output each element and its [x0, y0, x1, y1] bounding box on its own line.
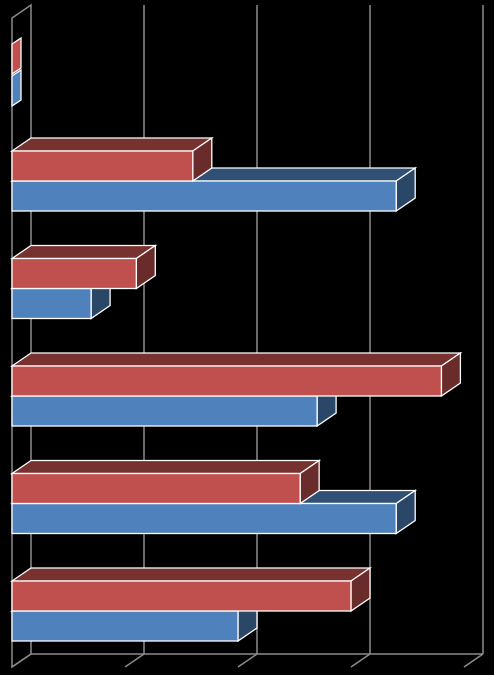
legend-swatch-1: [11, 36, 22, 76]
chart-walls: [11, 3, 484, 669]
bar-series1-1: [9, 136, 214, 183]
bar-series1-3-front: [11, 365, 443, 397]
bar-series1-5: [9, 566, 373, 613]
floor-gridline: [237, 653, 258, 668]
bar-series1-4: [9, 459, 322, 505]
bar-series1-2-front: [11, 257, 137, 290]
bar-series1-2: [9, 244, 158, 290]
chart-bars: [9, 136, 463, 643]
bar-series1-5-top: [9, 567, 373, 582]
bar-series2-2-front: [11, 287, 92, 320]
bar-series2-3-front: [11, 395, 318, 427]
bar-series2-5-front: [11, 610, 239, 642]
bar-series1-1-top: [9, 137, 214, 152]
bar-series1-1-front: [11, 150, 194, 182]
bar-series1-3: [9, 351, 463, 398]
floor-gridline: [124, 653, 145, 668]
bar-series1-5-front: [11, 580, 352, 612]
legend-swatch-2: [11, 68, 22, 108]
floor-side-edge: [11, 653, 32, 668]
bar-series2-1-front: [11, 180, 397, 212]
bar-series2-4-front: [11, 502, 397, 535]
bar-series1-3-top: [9, 352, 463, 367]
bar-series1-4-top: [9, 459, 322, 475]
bar-series1-2-top: [9, 244, 158, 260]
chart-legend: [11, 36, 22, 108]
floor-gridline: [463, 653, 484, 668]
floor-gridline: [350, 653, 371, 668]
bar-series1-4-front: [11, 472, 301, 505]
